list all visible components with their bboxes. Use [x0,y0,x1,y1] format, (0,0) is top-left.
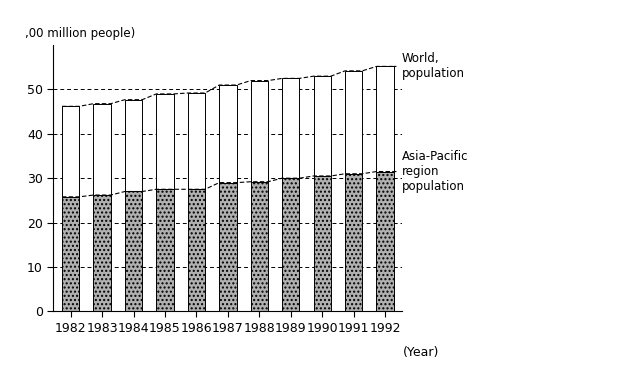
Bar [219,182,236,311]
Bar [157,189,174,311]
Bar [376,66,394,172]
Bar [188,93,205,189]
Bar [314,76,331,176]
Bar [93,195,111,311]
Bar [157,94,174,189]
Text: (Year): (Year) [402,346,439,359]
Bar [125,100,142,192]
Bar [314,176,331,311]
Bar [251,81,268,182]
Bar [251,182,268,311]
Text: ,00 million people): ,00 million people) [25,27,136,40]
Bar [282,178,300,311]
Bar [376,172,394,311]
Bar [219,85,236,182]
Bar [62,106,79,197]
Bar [93,104,111,195]
Bar [62,197,79,311]
Text: World,
population: World, population [394,52,465,80]
Text: Asia-Pacific
region
population: Asia-Pacific region population [394,150,468,193]
Bar [282,78,300,178]
Bar [345,71,362,174]
Bar [188,189,205,311]
Bar [345,174,362,311]
Bar [125,192,142,311]
